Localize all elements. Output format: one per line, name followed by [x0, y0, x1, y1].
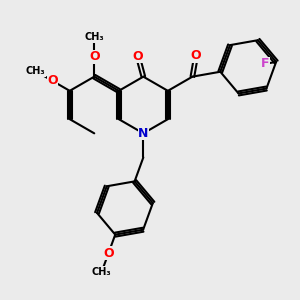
- Text: O: O: [133, 50, 143, 63]
- Text: O: O: [47, 74, 58, 87]
- Text: O: O: [191, 49, 201, 62]
- Text: F: F: [260, 57, 269, 70]
- Text: CH₃: CH₃: [26, 66, 45, 76]
- Text: O: O: [103, 247, 114, 260]
- Text: N: N: [138, 127, 148, 140]
- Text: O: O: [89, 50, 100, 63]
- Text: CH₃: CH₃: [84, 32, 104, 42]
- Text: CH₃: CH₃: [92, 267, 112, 277]
